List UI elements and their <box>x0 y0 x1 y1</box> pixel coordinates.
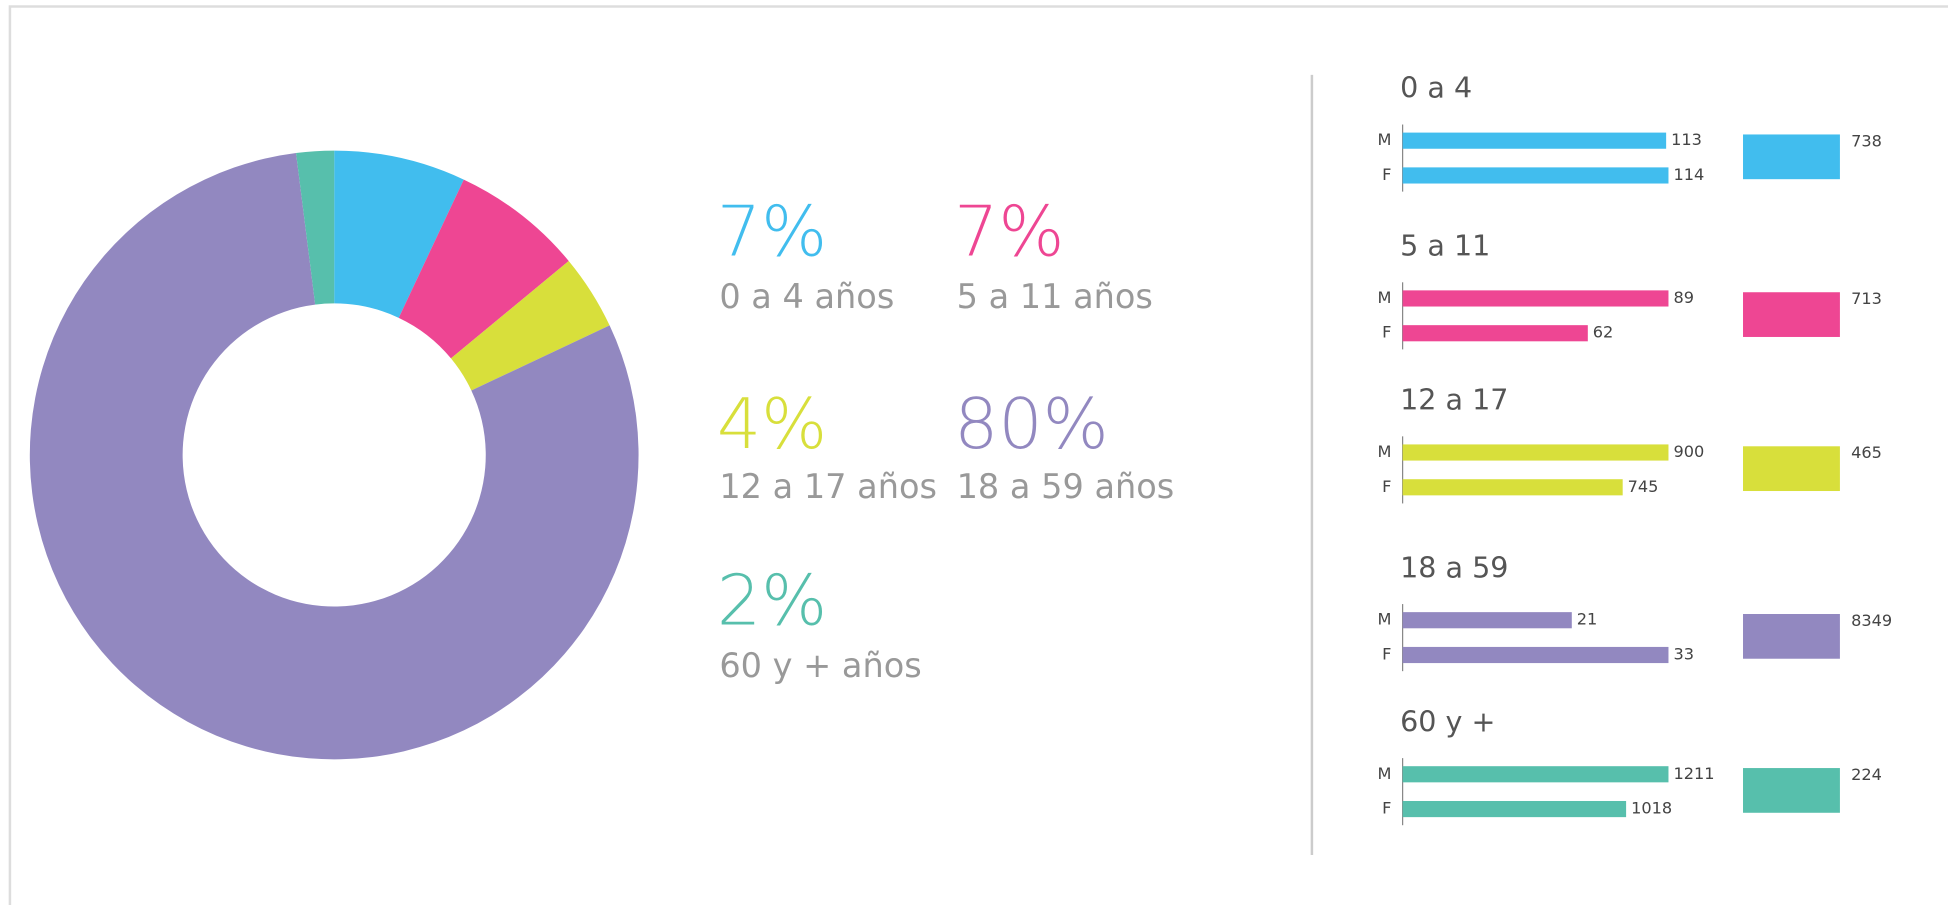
total-swatch <box>1743 292 1840 337</box>
bar-category: M <box>1377 610 1391 629</box>
bar-value: 33 <box>1673 645 1694 664</box>
group-title: 0 a 4 <box>1400 71 1472 105</box>
bar <box>1402 444 1669 461</box>
category-label: 18 a 59 años <box>957 467 1175 506</box>
bar <box>1402 646 1669 664</box>
bar-category: M <box>1377 764 1391 783</box>
bar <box>1402 132 1667 149</box>
donut-slice <box>398 179 569 359</box>
group-title: 12 a 17 <box>1400 383 1508 417</box>
total-value: 738 <box>1851 131 1882 150</box>
bar <box>1402 800 1627 818</box>
total-swatch <box>1743 614 1840 659</box>
bar-value: 900 <box>1673 442 1704 461</box>
bar-value: 1018 <box>1631 799 1672 818</box>
bar <box>1402 167 1669 184</box>
total-swatch <box>1743 134 1840 180</box>
total-value: 8349 <box>1851 611 1892 630</box>
frame <box>8 5 1948 905</box>
percent-label: 2% <box>717 560 827 641</box>
bar-category: F <box>1382 799 1391 818</box>
bar-category: F <box>1382 645 1391 664</box>
bar-category: F <box>1382 165 1391 184</box>
category-label: 0 a 4 años <box>719 277 894 316</box>
percent-label: 7% <box>717 191 827 272</box>
bar-category: F <box>1382 323 1391 342</box>
bar-value: 89 <box>1673 288 1694 307</box>
bar <box>1402 479 1623 496</box>
bar-category: M <box>1377 130 1391 149</box>
bar-value: 113 <box>1671 130 1702 149</box>
bar <box>1402 766 1669 783</box>
category-label: 60 y + años <box>719 646 921 685</box>
percent-label: 80% <box>954 384 1109 465</box>
group-title: 18 a 59 <box>1400 550 1508 584</box>
donut-slice <box>334 150 464 318</box>
category-label: 12 a 17 años <box>719 467 937 506</box>
bar <box>1402 290 1669 307</box>
bar-category: F <box>1382 477 1391 496</box>
donut-slice <box>29 153 639 760</box>
total-value: 224 <box>1851 765 1882 784</box>
total-value: 713 <box>1851 289 1882 308</box>
total-swatch <box>1743 768 1840 813</box>
bar-value: 745 <box>1628 477 1659 496</box>
bar-value: 62 <box>1593 323 1614 342</box>
donut-slice <box>450 260 610 391</box>
donut-slice <box>296 150 335 305</box>
bar-value: 1211 <box>1673 764 1714 783</box>
bar-value: 114 <box>1673 165 1704 184</box>
percent-label: 7% <box>954 191 1064 272</box>
total-swatch <box>1743 446 1840 492</box>
category-label: 5 a 11 años <box>957 277 1153 316</box>
group-title: 60 y + <box>1400 704 1495 738</box>
group-title: 5 a 11 <box>1400 229 1490 263</box>
bar-category: M <box>1377 288 1391 307</box>
bar <box>1402 612 1572 629</box>
bar-value: 21 <box>1577 610 1598 629</box>
bar <box>1402 325 1588 342</box>
total-value: 465 <box>1851 443 1882 462</box>
percent-label: 4% <box>717 384 827 465</box>
bar-category: M <box>1377 442 1391 461</box>
